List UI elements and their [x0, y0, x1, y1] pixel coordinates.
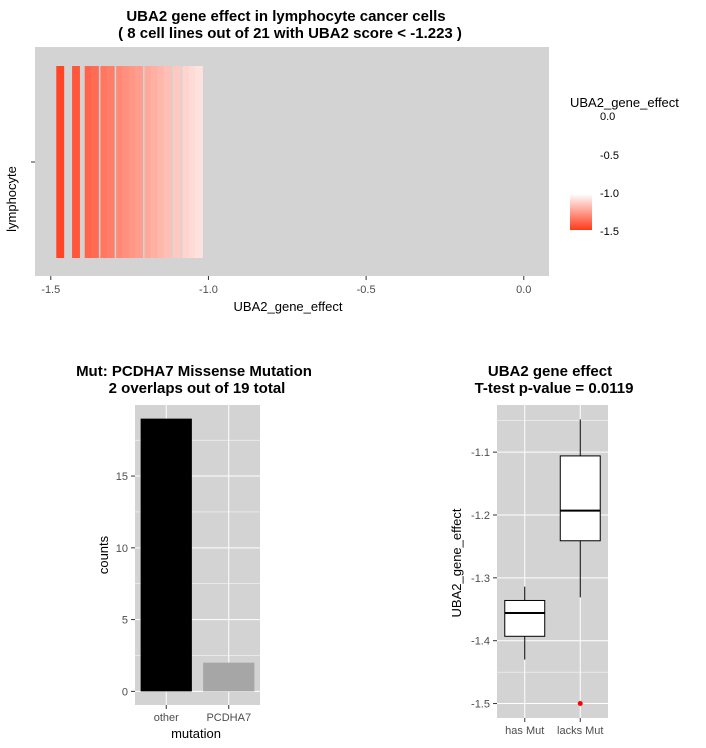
- legend-colorbar: [570, 194, 592, 230]
- box-x-tick-label: has Mut: [505, 725, 544, 737]
- bar-subtitle: 2 overlaps out of 19 total: [109, 380, 286, 397]
- bar-y-tick-label: 15: [116, 471, 128, 483]
- bar-x-label: mutation: [171, 726, 221, 741]
- legend-label: 0.0: [600, 111, 615, 123]
- bar-y-tick-label: 0: [122, 686, 128, 698]
- bar: [140, 418, 192, 692]
- heatmap-tile: [150, 66, 159, 258]
- box-y-tick-label: -1.5: [471, 699, 490, 711]
- box-y-label: UBA2_gene_effect: [449, 508, 464, 617]
- heatmap-x-label: UBA2_gene_effect: [234, 299, 343, 314]
- box-y-tick-label: -1.2: [471, 510, 490, 522]
- box-chart: UBA2 gene effect T-test p-value = 0.0119…: [449, 363, 633, 737]
- heatmap-tile: [122, 66, 131, 258]
- legend-label: -1.0: [600, 188, 619, 200]
- heatmap-x-tick-label: -1.0: [199, 284, 218, 296]
- heatmap-y-label: lymphocyte: [4, 166, 19, 232]
- box-title: UBA2 gene effect: [488, 363, 612, 380]
- bar: [203, 662, 255, 692]
- legend-label: -1.5: [600, 226, 619, 238]
- heatmap-subtitle: ( 8 cell lines out of 21 with UBA2 score…: [118, 25, 462, 42]
- bar-y-tick-label: 5: [122, 615, 128, 627]
- heatmap-tile: [172, 66, 181, 258]
- heatmap-tile: [90, 66, 99, 258]
- box-subtitle: T-test p-value = 0.0119: [475, 380, 634, 397]
- heatmap-tile: [106, 66, 115, 258]
- box-iqr: [504, 599, 546, 637]
- heatmap-tile: [84, 66, 93, 258]
- box-outlier: [577, 701, 583, 707]
- box-x-tick-label: lacks Mut: [557, 725, 603, 737]
- legend-title: UBA2_gene_effect: [570, 95, 679, 110]
- heatmap-tile: [182, 66, 191, 258]
- bar-y-label: counts: [96, 535, 111, 574]
- heatmap-x-tick-label: -0.5: [357, 284, 376, 296]
- bar-title: Mut: PCDHA7 Missense Mutation: [76, 363, 312, 380]
- heatmap-tile: [116, 66, 125, 258]
- heatmap-tile: [188, 66, 197, 258]
- heatmap-title: UBA2 gene effect in lymphocyte cancer ce…: [126, 8, 445, 25]
- bar-x-tick-label: PCDHA7: [206, 712, 251, 724]
- bar-y-tick-label: 10: [116, 543, 128, 555]
- heatmap-tile: [144, 66, 153, 258]
- bar-x-tick-label: other: [154, 712, 179, 724]
- heatmap-tile: [157, 66, 166, 258]
- heatmap-tile: [128, 66, 137, 258]
- box-y-tick-label: -1.4: [471, 636, 490, 648]
- heatmap-tile: [72, 66, 80, 258]
- heatmap-tile: [163, 66, 172, 258]
- box-y-tick-label: -1.3: [471, 573, 490, 585]
- heatmap-tile: [135, 66, 144, 258]
- box-iqr: [559, 455, 601, 542]
- heatmap-tile: [100, 66, 109, 258]
- bar-chart: Mut: PCDHA7 Missense Mutation 2 overlaps…: [76, 363, 312, 741]
- heatmap-tile: [56, 66, 65, 258]
- heatmap-tile: [195, 66, 203, 258]
- heatmap-x-tick-label: 0.0: [516, 284, 531, 296]
- heatmap-chart: UBA2 gene effect in lymphocyte cancer ce…: [4, 8, 679, 314]
- box-y-tick-label: -1.1: [471, 447, 490, 459]
- heatmap-x-tick-label: -1.5: [41, 284, 60, 296]
- heatmap-legend: UBA2_gene_effect 0.0 -0.5 -1.0 -1.5: [570, 95, 679, 238]
- legend-label: -0.5: [600, 150, 619, 162]
